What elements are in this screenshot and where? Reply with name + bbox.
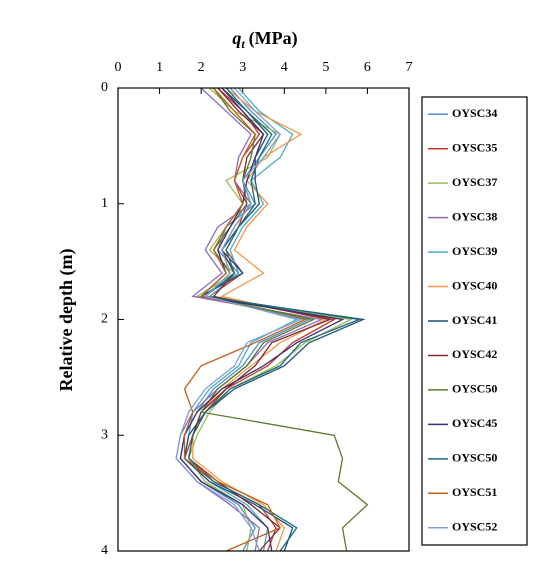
series-line xyxy=(179,87,312,552)
x-tick-label: 6 xyxy=(364,60,371,75)
legend-label: OYSC52 xyxy=(452,520,497,534)
y-tick-label: 2 xyxy=(101,312,108,327)
series-line xyxy=(183,87,366,552)
series-line xyxy=(192,87,328,552)
x-tick-label: 4 xyxy=(281,60,288,75)
series-line xyxy=(187,87,353,552)
x-tick-label: 3 xyxy=(239,60,246,75)
x-tick-label: 2 xyxy=(198,60,205,75)
legend-label: OYSC35 xyxy=(452,140,497,154)
x-tick-label: 0 xyxy=(115,60,122,75)
legend-label: OYSC45 xyxy=(452,416,497,430)
x-tick-label: 1 xyxy=(156,60,163,75)
legend-label: OYSC51 xyxy=(452,485,497,499)
x-tick-label: 7 xyxy=(406,60,413,75)
y-tick-label: 1 xyxy=(101,196,108,211)
series-line xyxy=(175,87,303,552)
title-unit: (MPa) xyxy=(249,28,298,49)
chart-title: qt (MPa) xyxy=(232,28,297,51)
legend-label: OYSC34 xyxy=(452,106,497,120)
y-tick-label: 0 xyxy=(101,80,108,95)
y-tick-label: 3 xyxy=(101,427,108,442)
series-line xyxy=(179,87,345,552)
series-line xyxy=(183,87,308,552)
y-tick-label: 4 xyxy=(101,543,108,558)
legend-label: OYSC50 xyxy=(452,451,497,465)
legend-label: OYSC42 xyxy=(452,347,497,361)
series-line xyxy=(187,87,333,552)
legend-label: OYSC37 xyxy=(452,175,497,189)
legend-box xyxy=(421,96,528,546)
legend-label: OYSC40 xyxy=(452,278,497,292)
plot-frame xyxy=(117,87,410,552)
title-subscript: t xyxy=(241,37,245,51)
legend-label: OYSC39 xyxy=(452,244,497,258)
x-tick-label: 5 xyxy=(322,60,329,75)
legend-label: OYSC50 xyxy=(452,382,497,396)
legend-label: OYSC38 xyxy=(452,209,497,223)
title-symbol: q xyxy=(232,28,241,48)
y-axis-label: Relative depth (m) xyxy=(56,249,77,392)
legend-label: OYSC41 xyxy=(452,313,497,327)
series-line xyxy=(199,87,369,552)
